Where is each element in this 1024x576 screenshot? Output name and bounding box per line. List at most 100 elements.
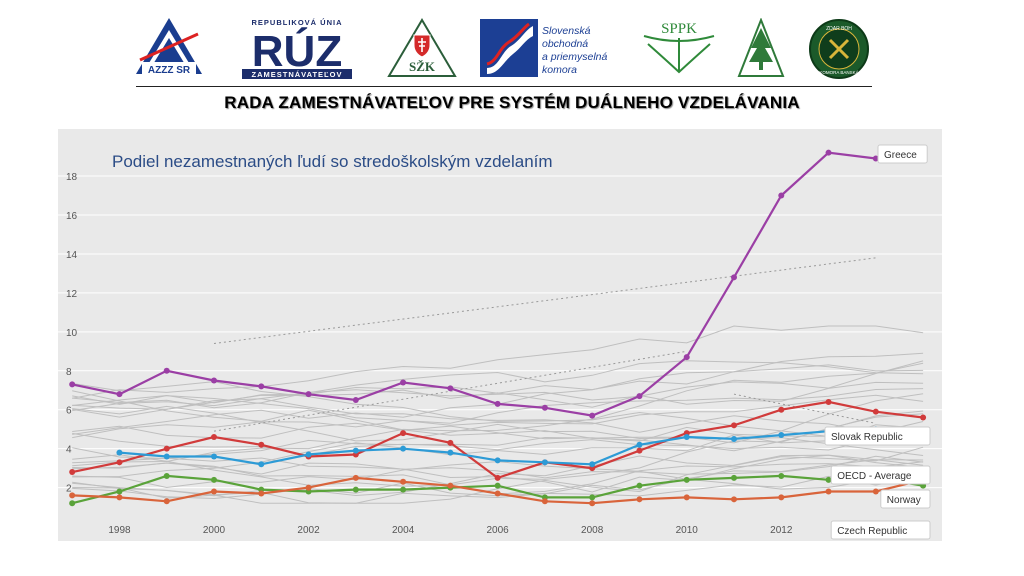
- data-point: [731, 496, 737, 503]
- chart-background: [58, 129, 942, 541]
- data-point: [352, 474, 359, 481]
- azzz-logo: AZZZ SR: [136, 18, 202, 76]
- series-label: OECD - Average: [830, 465, 931, 485]
- data-point: [211, 488, 217, 495]
- x-tick-label: 2004: [392, 525, 415, 536]
- series-label: Greece: [877, 144, 928, 164]
- data-point: [636, 393, 643, 400]
- data-point: [258, 461, 265, 468]
- data-point: [447, 385, 454, 392]
- data-point: [163, 498, 170, 505]
- data-point: [494, 490, 501, 497]
- background-country-line: [72, 459, 924, 504]
- data-point: [494, 457, 501, 464]
- data-point: [541, 459, 548, 466]
- data-point: [731, 274, 737, 281]
- data-point: [400, 478, 407, 485]
- data-point: [825, 488, 832, 495]
- data-point: [400, 486, 407, 493]
- szk-logo: SŽK: [387, 18, 457, 77]
- background-country-line: [72, 394, 924, 439]
- series-label-text: Czech Republic: [837, 526, 907, 537]
- data-point: [920, 414, 927, 421]
- data-point: [116, 391, 123, 398]
- data-point: [163, 445, 170, 452]
- data-point: [211, 476, 217, 483]
- data-point: [494, 482, 501, 489]
- series-label: Czech Republic: [830, 520, 931, 540]
- data-point: [731, 435, 737, 442]
- data-point: [305, 484, 312, 491]
- data-point: [778, 472, 785, 479]
- data-point: [258, 383, 265, 390]
- y-tick-label: 6: [66, 406, 72, 417]
- data-point: [683, 476, 690, 483]
- series-line: [119, 428, 924, 466]
- data-point: [778, 406, 785, 413]
- chart-title: Podiel nezamestnaných ľudí so stredoškol…: [112, 152, 553, 171]
- data-point: [352, 486, 359, 493]
- y-tick-label: 14: [66, 250, 78, 261]
- y-tick-label: 10: [66, 328, 78, 339]
- data-point: [778, 192, 785, 199]
- sopk-line3: a priemyselná: [542, 51, 608, 63]
- data-point: [683, 354, 690, 361]
- x-tick-label: 2012: [770, 525, 793, 536]
- data-point: [825, 476, 832, 483]
- series-label: Slovak Republic: [824, 426, 931, 446]
- data-point: [352, 397, 359, 403]
- data-point: [636, 441, 643, 448]
- data-point: [636, 496, 643, 503]
- sopk-line4: komora: [542, 64, 577, 76]
- series-labels: Greece Slovak Republic OECD - Average Norwa…: [824, 144, 931, 540]
- background-country-line: [72, 360, 924, 412]
- background-country-line: [72, 360, 924, 409]
- ruz-main-text: RÚZ: [252, 26, 342, 76]
- data-point: [589, 412, 596, 419]
- chart-grid: [58, 175, 942, 489]
- mining-logo-bottom: KOMORA BANSKÁ: [819, 69, 858, 75]
- council-title: RADA ZAMESTNÁVATEĽOV PRE SYSTÉM DUÁLNEHO…: [224, 93, 800, 112]
- y-tick-label: 4: [66, 445, 72, 456]
- logo-bar: AZZZ SR REPUBLIKOVÁ ÚNIA RÚZ ZAMESTNÁVAT…: [0, 0, 1024, 86]
- data-point: [69, 469, 76, 476]
- x-tick-label: 2008: [581, 525, 604, 536]
- data-point: [69, 381, 76, 388]
- sopk-line2: obchodná: [542, 38, 588, 50]
- data-point: [116, 488, 123, 495]
- background-country-line: [72, 352, 924, 406]
- data-point: [116, 494, 123, 501]
- background-country-line: [72, 325, 924, 399]
- y-tick-label: 8: [66, 367, 72, 378]
- y-tick-label: 18: [66, 172, 78, 183]
- sopk-logo: Slovenská obchodná a priemyselná komora: [480, 19, 608, 77]
- trend-line: [213, 257, 876, 345]
- data-point: [589, 494, 596, 501]
- background-country-line: [72, 432, 924, 456]
- background-country-line: [72, 424, 924, 478]
- szk-logo-text: SŽK: [409, 59, 436, 74]
- data-point: [163, 453, 170, 460]
- data-point: [69, 492, 76, 499]
- series-label-box: [877, 144, 928, 164]
- data-point: [589, 461, 596, 468]
- ruz-top-text: REPUBLIKOVÁ ÚNIA: [251, 18, 342, 27]
- header-divider: [136, 86, 872, 87]
- data-point: [636, 447, 643, 454]
- data-point: [494, 400, 501, 407]
- chart-series: [69, 149, 927, 507]
- azzz-logo-text: AZZZ SR: [148, 65, 191, 76]
- data-point: [447, 439, 454, 446]
- forest-logo: [737, 18, 785, 77]
- data-point: [872, 488, 879, 495]
- data-point: [825, 398, 832, 405]
- y-tick-label: 16: [66, 211, 78, 222]
- data-point: [494, 474, 501, 481]
- other-countries-lines: [72, 257, 924, 504]
- trend-line: [733, 393, 876, 424]
- data-point: [211, 434, 217, 440]
- x-tick-label: 2010: [676, 525, 699, 536]
- data-point: [305, 451, 312, 458]
- sppk-logo-text: SPPK: [661, 21, 697, 37]
- x-tick-label: 2000: [203, 525, 226, 536]
